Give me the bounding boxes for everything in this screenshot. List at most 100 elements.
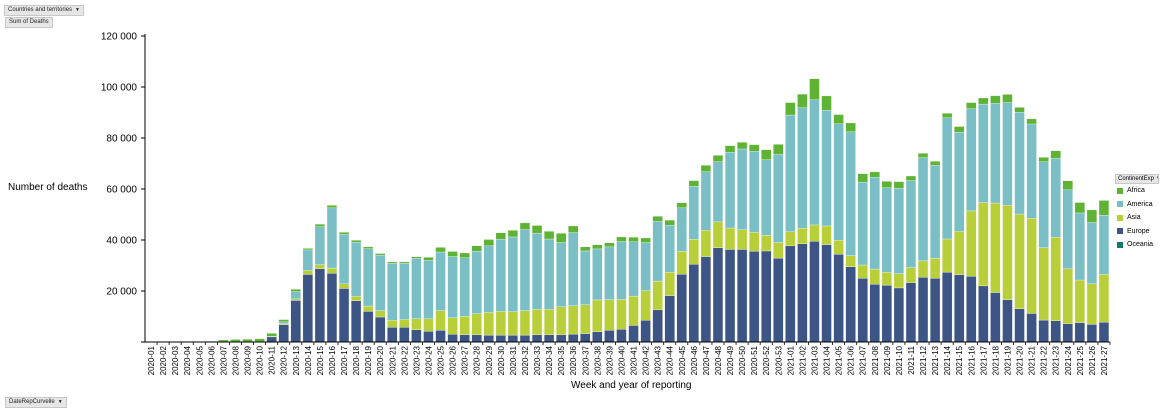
bar-africa — [278, 319, 289, 323]
bar-america — [568, 232, 579, 306]
bar-europe — [363, 311, 374, 343]
bar-africa — [712, 155, 724, 162]
country-filter-button[interactable]: Countries and territories ▼ — [4, 5, 84, 16]
bar-africa — [833, 114, 844, 124]
bar-europe — [833, 254, 844, 343]
bar-america — [423, 260, 434, 319]
legend-field-button[interactable]: ContinentExp ▼▿ — [1115, 174, 1159, 184]
bar-africa — [1038, 157, 1049, 162]
bar-america — [737, 148, 748, 230]
axis-field-button[interactable]: DateRepCurvelle ▼ — [5, 397, 67, 408]
bar-europe — [652, 309, 663, 343]
bar-europe — [1074, 322, 1085, 343]
x-tick-label: 2021-11 — [907, 345, 916, 374]
bar-europe — [278, 324, 289, 343]
bar-america — [905, 180, 917, 268]
bar-asia — [580, 304, 591, 334]
bar-europe — [881, 284, 892, 343]
bar-asia — [990, 202, 1001, 293]
bar-africa — [821, 95, 832, 111]
bar-europe — [966, 276, 977, 343]
x-tick-label: 2021-25 — [1076, 345, 1085, 375]
bar-europe — [724, 249, 736, 343]
bar-africa — [688, 180, 699, 187]
bar-africa — [700, 165, 712, 172]
bar-america — [954, 131, 965, 232]
value-field-label: Sum of Deaths — [9, 19, 49, 25]
bar-europe — [905, 282, 917, 343]
bar-america — [869, 177, 880, 270]
bar-america — [544, 238, 555, 310]
bar-asia — [664, 271, 675, 296]
bar-europe — [1050, 320, 1061, 343]
x-tick-label: 2020-10 — [256, 345, 265, 375]
bar-europe — [1026, 313, 1037, 343]
bar-europe — [387, 327, 398, 343]
bar-africa — [869, 171, 880, 178]
bar-america — [809, 99, 820, 226]
x-tick-label: 2020-09 — [244, 345, 253, 375]
bar-africa — [399, 261, 410, 264]
bar-europe — [592, 331, 603, 343]
bar-america — [495, 239, 506, 312]
bar-africa — [447, 251, 458, 257]
bar-africa — [917, 153, 929, 158]
bar-america — [1014, 112, 1025, 215]
bar-africa — [1086, 209, 1097, 223]
y-tick-label: 100 000 — [101, 83, 138, 94]
x-tick-label: 2020-07 — [219, 345, 228, 375]
x-tick-label: 2020-41 — [630, 345, 639, 375]
bar-europe — [942, 271, 953, 343]
bar-europe — [857, 278, 868, 343]
bar-africa — [640, 237, 651, 243]
bar-europe — [447, 334, 458, 343]
bar-asia — [290, 298, 301, 301]
bar-america — [857, 181, 868, 266]
value-field-button[interactable]: Sum of Deaths — [5, 17, 53, 28]
x-tick-label: 2020-25 — [437, 345, 446, 375]
bar-europe — [845, 266, 856, 343]
x-tick-label: 2021-09 — [883, 345, 892, 375]
x-tick-label: 2020-05 — [195, 345, 204, 375]
bar-europe — [568, 333, 579, 343]
bar-asia — [761, 235, 772, 252]
bar-europe — [930, 278, 941, 343]
bar-asia — [556, 306, 567, 336]
bar-asia — [966, 210, 977, 277]
bar-america — [350, 242, 362, 297]
bar-america — [893, 188, 905, 274]
x-tick-label: 2020-35 — [557, 345, 566, 375]
bar-europe — [290, 300, 301, 343]
x-tick-label: 2020-38 — [593, 345, 602, 375]
x-tick-label: 2020-49 — [726, 345, 735, 375]
x-tick-label: 2020-37 — [581, 345, 590, 375]
bar-america — [821, 110, 832, 227]
x-tick-label: 2021-27 — [1100, 345, 1109, 375]
bar-africa — [966, 102, 977, 109]
legend-swatch — [1117, 241, 1123, 248]
bar-america — [640, 242, 651, 291]
bar-europe — [712, 247, 724, 343]
bar-europe — [580, 333, 591, 343]
bar-asia — [797, 228, 808, 244]
bar-africa — [881, 181, 892, 188]
bar-asia — [785, 231, 796, 247]
legend-label: America — [1127, 200, 1153, 208]
bar-asia — [857, 264, 868, 279]
bar-asia — [1026, 218, 1037, 314]
legend-swatch — [1117, 228, 1123, 235]
filter-dropdown-icon: ▼▿ — [1156, 176, 1158, 182]
bar-america — [966, 108, 977, 212]
bar-africa — [531, 225, 543, 234]
bar-america — [628, 241, 639, 297]
bar-asia — [652, 280, 663, 311]
x-tick-label: 2020-04 — [183, 345, 192, 375]
bar-asia — [893, 273, 905, 289]
bar-africa — [809, 78, 820, 100]
x-tick-label: 2020-42 — [642, 345, 651, 375]
bar-africa — [942, 113, 953, 119]
x-tick-label: 2020-18 — [352, 345, 361, 375]
x-tick-label: 2020-14 — [304, 345, 313, 375]
bar-europe — [1014, 308, 1025, 343]
x-tick-label: 2021-10 — [895, 345, 904, 375]
